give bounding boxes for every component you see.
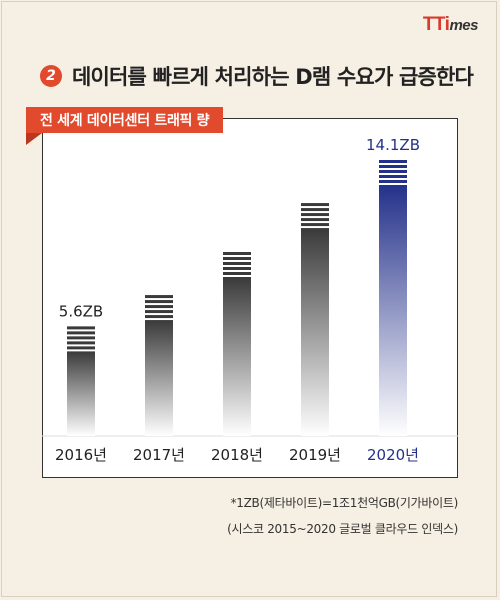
headline: 2 데이터를 빠르게 처리하는 D램 수요가 급증한다: [40, 62, 474, 90]
bar-stripe: [223, 252, 251, 255]
bar-stripe: [301, 218, 329, 222]
bar-stripe: [67, 341, 95, 345]
bar-stripe: [67, 336, 95, 340]
category-label-0: 2016년: [55, 446, 107, 464]
bar-body: [67, 351, 95, 436]
category-label-3: 2019년: [289, 446, 341, 464]
bar-body: [379, 185, 407, 436]
footnote: *1ZB(제타바이트)=1조1천억GB(기가바이트) (시스코 2015~202…: [227, 490, 458, 542]
bar-stripe: [379, 170, 407, 173]
category-label-2: 2018년: [211, 446, 263, 464]
bar-stripe: [145, 305, 173, 309]
data-label-4: 14.1ZB: [366, 136, 420, 154]
bar-stripe: [145, 300, 173, 304]
bar-stripe: [223, 267, 251, 270]
logo-main-text: TTi: [422, 14, 450, 35]
data-label-0: 5.6ZB: [59, 302, 103, 320]
bar-stripe: [379, 175, 407, 178]
chart-title: 전 세계 데이터센터 트래픽 량: [26, 107, 224, 133]
bar-0: [67, 326, 95, 436]
bar-stripe: [145, 315, 173, 319]
chart-label-fold: [26, 133, 42, 145]
bar-stripe: [301, 213, 329, 217]
bar-stripe: [301, 203, 329, 207]
bar-stripe: [67, 326, 95, 330]
bar-stripe: [301, 223, 329, 227]
logo-small-text: mes: [449, 17, 478, 34]
bar-4: [379, 160, 407, 436]
bar-3: [301, 203, 329, 436]
bar-stripe: [145, 295, 173, 299]
bar-stripe: [223, 262, 251, 265]
footnote-line-2: (시스코 2015~2020 글로벌 클라우드 인덱스): [227, 522, 458, 536]
bar-stripe: [379, 160, 407, 163]
headline-text: 데이터를 빠르게 처리하는 D램 수요가 급증한다: [72, 65, 474, 89]
category-label-1: 2017년: [133, 446, 185, 464]
bar-stripe: [223, 257, 251, 260]
bar-stripe: [67, 331, 95, 335]
footnote-line-1: *1ZB(제타바이트)=1조1천억GB(기가바이트): [230, 496, 459, 510]
bar-body: [145, 320, 173, 436]
bar-chart: 5.6ZB 2016년 2017년 2018년 2019년 14.1ZB 2020년: [42, 136, 458, 464]
bar-2: [223, 252, 251, 436]
bar-body: [301, 228, 329, 436]
bar-stripe: [223, 272, 251, 275]
brand-logo: TTimes: [422, 14, 479, 36]
bar-stripe: [379, 180, 407, 183]
bar-body: [223, 277, 251, 436]
bar-1: [145, 295, 173, 436]
category-label-4: 2020년: [367, 446, 419, 464]
bar-stripe: [67, 346, 95, 350]
bar-stripe: [145, 310, 173, 314]
bar-stripe: [379, 165, 407, 168]
bar-stripe: [301, 208, 329, 212]
headline-number-badge: 2: [40, 65, 62, 87]
